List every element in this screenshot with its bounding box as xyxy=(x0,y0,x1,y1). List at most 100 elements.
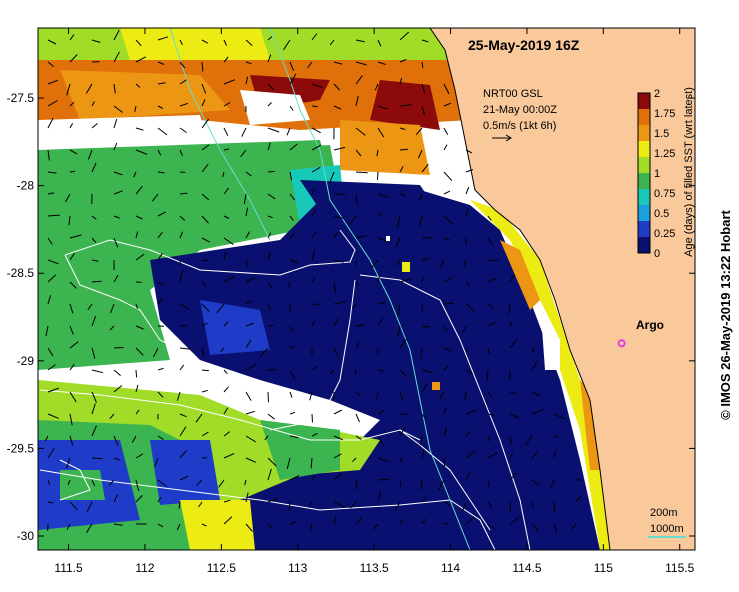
x-tick-label: 112.5 xyxy=(207,561,236,575)
current-vector xyxy=(531,361,538,371)
current-vector xyxy=(157,497,162,503)
current-vector xyxy=(355,435,362,440)
current-vector xyxy=(113,347,124,349)
current-vector xyxy=(223,56,229,63)
current-vector xyxy=(399,78,403,85)
current-vector xyxy=(47,61,55,67)
y-tick-label: -29 xyxy=(17,354,35,368)
current-vector xyxy=(355,391,361,397)
y-tick-label: -27.5 xyxy=(7,91,35,105)
current-vector xyxy=(179,270,183,283)
current-vector xyxy=(69,413,73,426)
current-vector xyxy=(333,453,342,459)
current-vector xyxy=(223,237,234,246)
current-vector xyxy=(399,391,404,401)
current-vector xyxy=(69,149,78,155)
colorbar: 0 0.25 0.5 0.75 1 1.25 1.5 1.75 2 xyxy=(637,88,675,260)
current-vector xyxy=(399,479,402,487)
current-vector xyxy=(91,280,102,283)
current-vector xyxy=(179,79,187,85)
current-vector xyxy=(355,342,360,349)
current-vector xyxy=(333,105,342,110)
current-vector xyxy=(289,143,298,151)
current-vector xyxy=(223,102,231,107)
current-vector xyxy=(333,409,343,415)
current-vector xyxy=(420,479,423,491)
current-vector xyxy=(531,501,534,508)
colorbar-label: Age (days) of filled SST (wrt latest) xyxy=(683,87,695,257)
current-vector xyxy=(91,479,96,487)
x-tick-label: 113.5 xyxy=(360,561,389,575)
bathymetry-contours xyxy=(39,229,531,550)
current-vector xyxy=(399,166,404,173)
current-vector xyxy=(91,457,103,460)
current-vector xyxy=(355,39,365,43)
current-vector xyxy=(91,425,97,437)
current-vector xyxy=(419,215,423,227)
current-vector xyxy=(218,479,225,488)
current-vector xyxy=(333,317,340,327)
current-vector xyxy=(245,207,249,217)
contour-legend-1000m: 1000m xyxy=(650,523,684,535)
current-vector xyxy=(267,54,272,63)
current-vector xyxy=(201,61,204,72)
y-axis: -27.5 -28 -28.5 -29 -29.5 -30 xyxy=(7,91,695,543)
current-vector xyxy=(135,409,140,415)
current-vector xyxy=(355,127,366,136)
current-vector xyxy=(311,144,322,151)
current-vector xyxy=(355,324,365,327)
current-vector xyxy=(113,274,119,283)
current-vector xyxy=(465,430,471,437)
current-vector xyxy=(91,101,95,107)
current-vector xyxy=(531,347,535,353)
current-vector xyxy=(487,278,496,283)
current-vector xyxy=(267,391,269,403)
x-tick-label: 113 xyxy=(288,561,307,575)
current-vector xyxy=(311,127,321,134)
current-vector xyxy=(288,501,291,511)
current-vector xyxy=(421,257,430,261)
current-vector xyxy=(176,391,181,401)
current-vector xyxy=(443,215,453,225)
current-vector xyxy=(157,479,168,487)
colorbar-tick-label: 0.5 xyxy=(654,208,669,220)
current-vector xyxy=(245,339,252,349)
current-vector xyxy=(47,149,50,161)
current-vector xyxy=(311,475,316,481)
current-vector xyxy=(289,475,300,481)
colorbar-segment xyxy=(638,221,650,238)
current-vector xyxy=(245,61,252,65)
current-vector xyxy=(201,118,210,129)
current-vector xyxy=(399,278,412,283)
current-vector xyxy=(421,163,429,173)
current-vector xyxy=(157,435,164,441)
current-vector xyxy=(157,171,165,174)
current-vector xyxy=(374,83,379,91)
current-vector xyxy=(289,61,295,71)
isobath-200m xyxy=(169,28,471,550)
current-vector xyxy=(91,369,104,374)
current-vector xyxy=(135,347,144,356)
current-vector xyxy=(179,215,186,221)
current-vector xyxy=(135,369,138,378)
current-vector xyxy=(223,407,229,415)
current-vector xyxy=(259,347,269,358)
current-vector xyxy=(311,209,316,217)
current-vector xyxy=(134,105,137,113)
current-vector xyxy=(421,303,424,311)
current-vector xyxy=(113,29,120,41)
current-vector xyxy=(377,193,389,198)
current-vector xyxy=(86,501,93,512)
current-vector xyxy=(333,61,343,65)
current-vector xyxy=(47,364,56,371)
current-vector xyxy=(377,302,386,305)
current-vector xyxy=(421,413,426,420)
current-vector xyxy=(399,338,407,349)
current-vector xyxy=(289,345,296,349)
current-vector xyxy=(157,105,164,109)
current-vector xyxy=(223,79,236,85)
current-vector xyxy=(245,523,253,532)
current-vector xyxy=(113,494,118,503)
colorbar-tick-label: 1.75 xyxy=(654,108,675,120)
current-vector xyxy=(399,193,406,196)
